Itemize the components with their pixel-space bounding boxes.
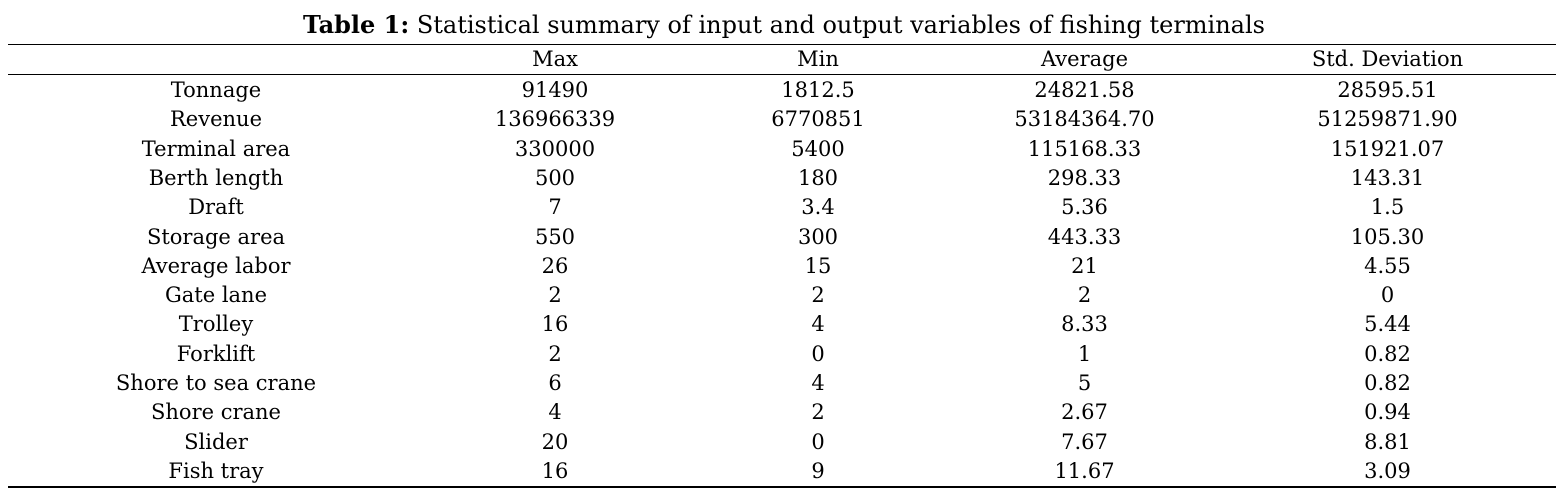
table-cell-std-deviation: 51259871.90: [1317, 107, 1458, 132]
table-cell-variable: Fish tray: [168, 458, 264, 483]
table-row: Slider 20 0 7.67 8.81: [8, 428, 1556, 457]
table-caption-label: Table 1:: [303, 10, 410, 39]
table-cell-max: 550: [534, 224, 576, 249]
table-cell-average: 21: [1071, 253, 1098, 278]
table-cell-min: 2: [811, 400, 825, 425]
table-row: Shore crane 4 2 2.67 0.94: [8, 398, 1556, 427]
table-cell-std-deviation: 143.31: [1350, 165, 1425, 190]
header-cell-min: Min: [797, 47, 839, 71]
table-cell-min: 3.4: [801, 195, 835, 220]
table-cell-max: 16: [541, 312, 569, 337]
table-caption: Table 1: Statistical summary of input an…: [0, 10, 1564, 40]
table-cell-max: 2: [548, 283, 562, 308]
table-cell-min: 5400: [791, 136, 845, 161]
table-cell-min: 0: [811, 429, 825, 454]
table-cell-max: 26: [541, 253, 569, 278]
table-cell-average: 7.67: [1061, 429, 1108, 454]
top-rule: [8, 44, 1556, 45]
table-cell-max: 16: [541, 458, 569, 483]
table-row: Revenue 136966339 6770851 53184364.70 512598…: [8, 105, 1556, 134]
table-cell-max: 500: [534, 165, 576, 190]
table-cell-average: 298.33: [1047, 165, 1122, 190]
table-row: Fish tray 16 9 11.67 3.09: [8, 457, 1556, 486]
header-cell-blank: [8, 45, 424, 74]
table-cell-variable: Storage area: [146, 224, 286, 249]
table-cell-average: 53184364.70: [1014, 107, 1155, 132]
table-cell-average: 5: [1077, 371, 1092, 395]
table-cell-std-deviation: 8.81: [1364, 429, 1411, 454]
table-cell-average: 24821.58: [1034, 78, 1135, 102]
table-cell-variable: Terminal area: [141, 136, 291, 161]
table-cell-min: 9: [811, 458, 825, 483]
table-cell-max: 136966339: [494, 107, 616, 132]
bottom-rule: [8, 486, 1556, 488]
table-cell-average: 11.67: [1054, 458, 1115, 483]
table-cell-max: 6: [548, 371, 562, 395]
table-cell-variable: Forklift: [176, 341, 256, 366]
table-cell-min: 4: [811, 371, 825, 395]
table-cell-std-deviation: 105.30: [1350, 224, 1425, 249]
table-row: Storage area 550 300 443.33 105.30: [8, 223, 1556, 252]
table-cell-variable: Berth length: [148, 165, 284, 190]
table-cell-average: 443.33: [1047, 224, 1122, 249]
table-cell-variable: Draft: [188, 195, 244, 220]
table-cell-min: 2: [811, 283, 825, 308]
header-cell-std-deviation: Std. Deviation: [1311, 47, 1464, 71]
table-cell-std-deviation: 0.94: [1364, 400, 1411, 425]
table-cell-min: 4: [811, 312, 825, 337]
table-cell-min: 0: [811, 341, 825, 366]
table-cell-variable: Shore to sea crane: [115, 371, 317, 395]
table-cell-variable: Trolley: [178, 312, 254, 337]
table-row: Average labor 26 15 21 4.55: [8, 252, 1556, 281]
table-row: Draft 7 3.4 5.36 1.5: [8, 193, 1556, 222]
table-cell-variable: Shore crane: [151, 400, 281, 425]
table-cell-average: 2.67: [1061, 400, 1108, 425]
table-row: Shore to sea crane 6 4 5 0.82: [8, 369, 1556, 398]
table-cell-std-deviation: 1.5: [1370, 195, 1405, 220]
table-cell-std-deviation: 0.82: [1364, 371, 1411, 395]
table-cell-max: 7: [548, 195, 562, 220]
table-cell-variable: Tonnage: [170, 78, 262, 102]
header-rule: [8, 74, 1556, 75]
table-row: Gate lane 2 2 2 0: [8, 281, 1556, 310]
table-cell-max: 91490: [521, 78, 589, 102]
table-cell-variable: Average labor: [141, 253, 291, 278]
table-cell-std-deviation: 0.82: [1364, 341, 1411, 366]
table-cell-min: 1812.5: [781, 78, 855, 102]
table-cell-std-deviation: 5.44: [1364, 312, 1411, 337]
table-cell-max: 4: [548, 400, 562, 425]
table-cell-average: 115168.33: [1027, 136, 1142, 161]
table-row: Terminal area 330000 5400 115168.33 151921.0…: [8, 135, 1556, 164]
table-caption-text: Statistical summary of input and output …: [409, 11, 1265, 39]
table-row: Tonnage 91490 1812.5 24821.58 28595.51: [8, 76, 1556, 105]
table-cell-std-deviation: 3.09: [1364, 458, 1411, 483]
table-cell-average: 5.36: [1061, 195, 1108, 220]
table-cell-std-deviation: 4.55: [1364, 253, 1411, 278]
table-row: Forklift 2 0 1 0.82: [8, 340, 1556, 369]
table-cell-average: 1: [1077, 341, 1092, 366]
table-cell-max: 330000: [514, 136, 596, 161]
table-cell-variable: Slider: [184, 429, 248, 454]
header-cell-max: Max: [532, 47, 578, 71]
table-cell-max: 20: [541, 429, 569, 454]
table-row: Berth length 500 180 298.33 143.31: [8, 164, 1556, 193]
table-cell-min: 6770851: [771, 107, 865, 132]
table-cell-average: 8.33: [1061, 312, 1108, 337]
table-cell-max: 2: [548, 341, 562, 366]
table-cell-min: 180: [797, 165, 839, 190]
table-header-row: Max Min Average Std. Deviation: [8, 45, 1556, 74]
table-cell-std-deviation: 28595.51: [1337, 78, 1438, 102]
table-row: Trolley 16 4 8.33 5.44: [8, 310, 1556, 339]
table-cell-variable: Gate lane: [164, 283, 268, 308]
table-cell-std-deviation: 0: [1380, 283, 1395, 308]
table-cell-variable: Revenue: [169, 107, 262, 132]
table-cell-average: 2: [1077, 283, 1092, 308]
table-cell-min: 300: [797, 224, 839, 249]
table-cell-min: 15: [804, 253, 832, 278]
header-cell-average: Average: [1040, 47, 1129, 71]
table-cell-std-deviation: 151921.07: [1330, 136, 1445, 161]
